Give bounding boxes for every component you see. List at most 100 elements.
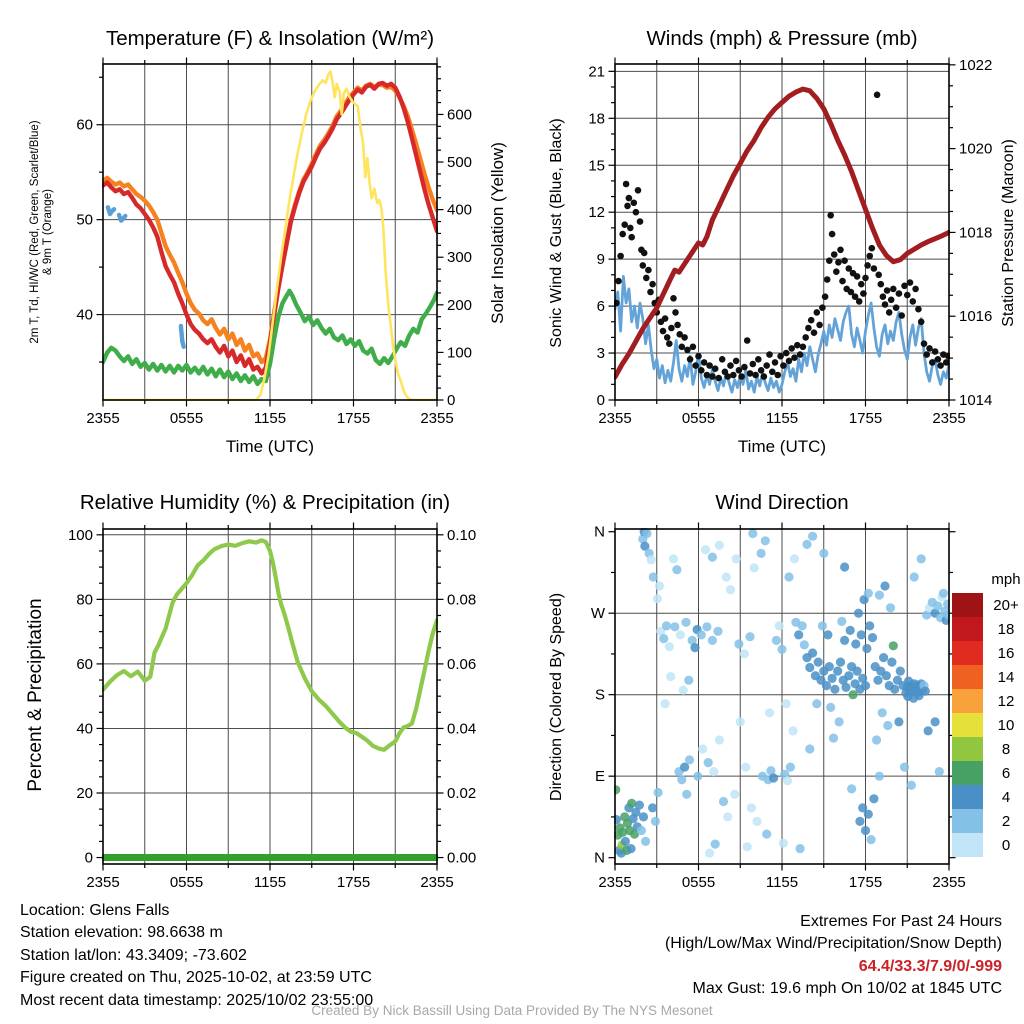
- station-latlon: Station lat/lon: 43.3409; -73.602: [20, 946, 247, 964]
- direction-dots-dot: [840, 562, 850, 572]
- y-axis-label-wind-left: Sonic Wind & Gust (Blue, Black): [548, 118, 565, 348]
- direction-dots-dot: [693, 771, 703, 781]
- direction-dots-dot: [883, 720, 893, 731]
- gust-dots-dot: [766, 351, 773, 358]
- humidity-precip-chart-series: [102, 538, 438, 861]
- y-tick-label: 15: [588, 157, 605, 174]
- gust-dots-dot: [622, 180, 630, 188]
- y-tick-label: 600: [447, 106, 472, 123]
- chart-title-humidity: Relative Humidity (%) & Precipitation (i…: [79, 491, 451, 514]
- legend-label: 16: [998, 645, 1015, 662]
- gust-dots-dot: [830, 251, 838, 258]
- y-tick-label: 6: [597, 298, 605, 315]
- gust-dots-dot: [732, 357, 740, 365]
- gust-dots-dot: [904, 291, 911, 299]
- gust-dots-dot: [934, 356, 942, 363]
- gust-dots-dot: [901, 282, 908, 290]
- direction-dots-dot: [718, 796, 729, 807]
- direction-dots-dot: [823, 630, 833, 640]
- y-axis-label-humidity-left: Percent & Precipitation: [25, 598, 46, 792]
- y-axis-label-direction-left: Direction (Colored By Speed): [548, 592, 565, 802]
- x-tick-label: 2355: [420, 874, 453, 891]
- direction-dots-dot: [885, 603, 896, 613]
- gust-dots-dot: [807, 316, 815, 324]
- gust-dots-dot: [703, 371, 711, 379]
- direction-dots-dot: [700, 545, 711, 555]
- gust-dots-dot: [621, 221, 628, 228]
- x-tick-label: 1155: [254, 874, 286, 891]
- direction-dots-dot: [895, 666, 905, 676]
- gust-dots-dot: [670, 295, 677, 302]
- gust-dots-dot: [698, 367, 705, 374]
- y-tick-label: S: [595, 687, 605, 704]
- legend-swatch: [952, 689, 983, 713]
- wind-chill-segment-1: [105, 205, 117, 217]
- legend-label: 0: [1002, 837, 1010, 854]
- y-tick-label: 0.02: [447, 785, 476, 802]
- direction-dots-dot: [890, 684, 900, 694]
- direction-dots-dot: [648, 572, 658, 582]
- y-tick-label: 100: [447, 344, 472, 361]
- direction-dots-dot: [636, 825, 647, 836]
- gust-dots-dot: [780, 362, 787, 369]
- wind-chill-segment-2: [116, 212, 128, 223]
- direction-dots-dot: [756, 548, 766, 559]
- direction-dots-dot: [748, 528, 758, 539]
- direction-dots-dot: [682, 789, 692, 799]
- gust-dots-dot: [649, 280, 656, 288]
- wind-direction-chart: 2355 0555 1155 1755 2355 N E S W N: [591, 522, 966, 891]
- gust-dots-dot: [692, 362, 699, 369]
- y-tick-label: 0: [597, 392, 605, 409]
- gust-dots-dot: [661, 315, 669, 322]
- chart-title-wind-direction: Wind Direction: [715, 491, 849, 514]
- direction-dots-dot: [638, 812, 649, 822]
- direction-dots-dot: [852, 666, 862, 676]
- gust-dots-dot: [942, 359, 950, 366]
- y-tick-label: 18: [588, 110, 605, 127]
- direction-dots-dot: [869, 794, 879, 804]
- gust-dots-dot: [643, 274, 650, 282]
- direction-dots-dot: [841, 682, 851, 693]
- direction-dots-dot: [845, 625, 855, 636]
- direction-dots-dot: [943, 599, 950, 609]
- gust-dots-dot: [640, 249, 648, 257]
- direction-dots-dot: [730, 789, 740, 799]
- legend-label: 18: [998, 621, 1015, 638]
- direction-dots-dot: [922, 610, 932, 620]
- legend-swatch: [952, 665, 983, 689]
- direction-dots-dot: [774, 621, 784, 631]
- direction-dots-dot: [631, 807, 641, 818]
- direction-dots-dot: [769, 773, 779, 783]
- gust-dots-dot: [774, 371, 782, 379]
- direction-dots-dot: [862, 643, 872, 654]
- y-tick-label: 1022: [959, 57, 992, 74]
- station-info: Location: Glens Falls Station elevation:…: [20, 900, 373, 1012]
- direction-dots-dot: [863, 588, 873, 598]
- x-tick-label: 0555: [682, 874, 715, 891]
- direction-dots-dot: [620, 836, 631, 847]
- gust-dots-dot: [892, 304, 900, 312]
- gust-dots-dot: [816, 321, 823, 329]
- direction-dots-dot: [735, 717, 745, 727]
- direction-dots-dot: [762, 829, 772, 839]
- direction-dots-dot: [874, 771, 885, 781]
- direction-dots-dot: [713, 626, 723, 636]
- gust-dots-dot: [771, 359, 779, 366]
- temperature-insolation-chart-series: [102, 70, 438, 401]
- direction-dots-dot: [797, 621, 807, 631]
- legend-label: 2: [1002, 813, 1010, 830]
- gust-dots-dot: [678, 343, 686, 351]
- direction-dots-dot: [872, 735, 882, 745]
- direction-dots-dot: [819, 548, 829, 559]
- gust-dots-dot: [847, 288, 855, 296]
- gust-dots-dot: [870, 265, 878, 272]
- direction-dots-dot: [666, 672, 676, 682]
- gust-dots-dot: [735, 367, 743, 374]
- gust-dots-dot: [681, 334, 688, 341]
- direction-dots-dot: [894, 717, 904, 727]
- gust-dots-dot: [724, 373, 731, 380]
- chart-title-winds: Winds (mph) & Pressure (mb): [646, 27, 918, 50]
- direction-dots-dot: [880, 581, 890, 591]
- wind-direction-chart-series: [614, 528, 950, 858]
- direction-dots-dot: [707, 552, 718, 562]
